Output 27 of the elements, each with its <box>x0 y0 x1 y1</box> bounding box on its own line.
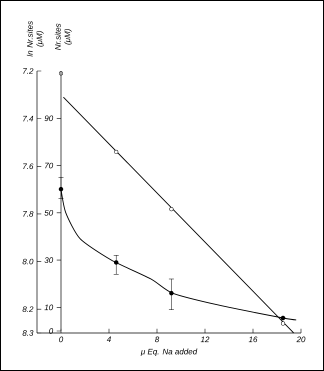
point <box>169 290 174 296</box>
y-axis-title: ln Nr.sites (μM) <box>26 21 44 57</box>
y-tick-label: 8.2 <box>22 306 34 312</box>
x-tick-label: 16 <box>248 336 258 342</box>
x-tick-label: 0 <box>59 336 64 342</box>
x-tick-label: 20 <box>296 336 306 342</box>
point <box>58 186 64 192</box>
y2-tick-label: 30 <box>44 257 54 263</box>
point <box>280 321 286 326</box>
y2-tick-label: 50 <box>44 210 54 216</box>
point <box>114 260 118 265</box>
x-tick-label: 8 <box>154 336 160 342</box>
y-tick-label: 7.6 <box>23 163 34 170</box>
y-tick-label: 7.2 <box>23 68 34 74</box>
y-tick-label: 7.8 <box>23 211 34 217</box>
point <box>114 150 118 154</box>
y2-tick-label: 70 <box>45 162 54 168</box>
x-tick-label: 4 <box>106 336 111 342</box>
y-tick-label: 7.4 <box>23 116 34 122</box>
x-axis-title: μ Eq. Na added <box>140 348 198 356</box>
point <box>169 207 174 212</box>
y2-tick-label: 90 <box>44 115 54 122</box>
x-tick-label: 12 <box>200 336 210 342</box>
y2-axis-title: Nr.sites (μM) <box>54 24 72 50</box>
y-tick-label: 8.0 <box>22 258 34 264</box>
y2-tick-label: 10 <box>44 304 54 310</box>
y-tick-label: 8.3 <box>22 330 34 336</box>
